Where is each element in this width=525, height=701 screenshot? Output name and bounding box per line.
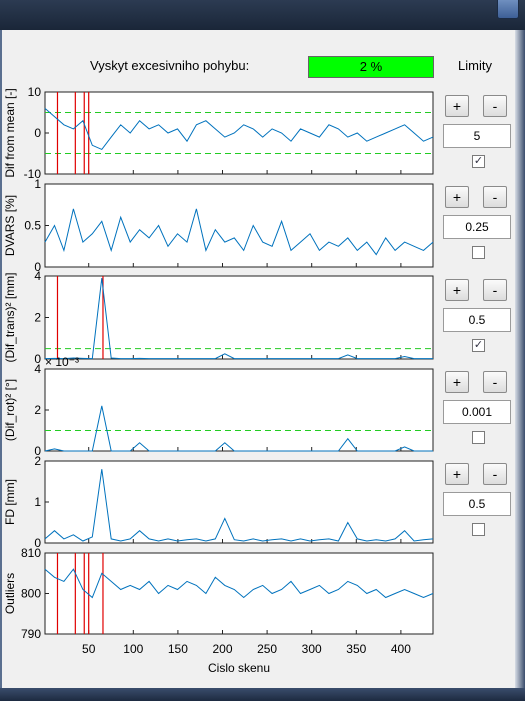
decrease-limit-button[interactable]: - xyxy=(483,186,507,208)
limit-value-field[interactable]: 0.001 xyxy=(443,400,511,424)
increase-limit-button[interactable]: + xyxy=(445,279,469,301)
y-tick-label: 0 xyxy=(34,260,41,274)
window-frame-right xyxy=(515,30,525,690)
window-titlebar xyxy=(0,0,525,30)
y-axis-label: Dif from mean [-] xyxy=(3,88,17,177)
y-tick-label: 2 xyxy=(34,403,41,417)
limit-value-field[interactable]: 0.25 xyxy=(443,215,511,239)
series-line xyxy=(44,108,434,151)
series-line xyxy=(44,568,434,599)
y-axis-label: (Dif_trans)² [mm] xyxy=(3,273,17,363)
plot-area xyxy=(44,91,434,175)
decrease-limit-button[interactable]: - xyxy=(483,463,507,485)
x-axis-label: Cislo skenu xyxy=(208,661,270,675)
y-tick-label: 4 xyxy=(34,362,41,376)
y-tick-label: 1 xyxy=(34,495,41,509)
x-tick-label: 100 xyxy=(123,642,143,656)
series-line xyxy=(44,208,434,256)
y-tick-label: 800 xyxy=(21,587,41,601)
y-tick-label: 810 xyxy=(21,546,41,560)
y-tick-label: 0.5 xyxy=(24,219,41,233)
limit-enable-checkbox[interactable]: ✓ xyxy=(472,155,485,168)
x-tick-label: 250 xyxy=(257,642,277,656)
limits-title: Limity xyxy=(458,58,492,73)
limit-value-field[interactable]: 0.5 xyxy=(443,308,511,332)
y-tick-label: -10 xyxy=(24,167,42,181)
series-line xyxy=(44,278,433,360)
limit-enable-checkbox[interactable] xyxy=(472,431,485,444)
x-tick-label: 50 xyxy=(82,642,96,656)
plot-area xyxy=(44,460,434,544)
x-tick-label: 400 xyxy=(391,642,411,656)
y-tick-label: 790 xyxy=(21,627,41,641)
y-tick-label: 10 xyxy=(28,85,42,99)
window-frame-left xyxy=(0,30,2,690)
increase-limit-button[interactable]: + xyxy=(445,95,469,117)
decrease-limit-button[interactable]: - xyxy=(483,95,507,117)
series-line xyxy=(44,405,433,452)
y-tick-label: 0 xyxy=(34,536,41,550)
y-scale-label: × 10⁻³ xyxy=(45,355,79,369)
excessive-motion-status: 2 % xyxy=(308,56,434,78)
y-tick-label: 1 xyxy=(34,177,41,191)
x-tick-label: 350 xyxy=(346,642,366,656)
y-tick-label: 2 xyxy=(34,454,41,468)
limit-value-field[interactable]: 0.5 xyxy=(443,492,511,516)
close-window-button[interactable] xyxy=(497,0,519,19)
limit-value-field[interactable]: 5 xyxy=(443,124,511,148)
x-tick-label: 150 xyxy=(168,642,188,656)
plot-area xyxy=(44,183,434,268)
plot-area xyxy=(44,368,434,452)
y-tick-label: 0 xyxy=(34,352,41,366)
y-tick-label: 2 xyxy=(34,311,41,325)
series-line xyxy=(44,469,434,542)
x-tick-label: 300 xyxy=(302,642,322,656)
decrease-limit-button[interactable]: - xyxy=(483,371,507,393)
limit-enable-checkbox[interactable]: ✓ xyxy=(472,339,485,352)
y-axis-label: DVARS [%] xyxy=(3,195,17,256)
limit-enable-checkbox[interactable] xyxy=(472,523,485,536)
y-tick-label: 4 xyxy=(34,269,41,283)
window-frame-bottom xyxy=(0,688,525,701)
limit-enable-checkbox[interactable] xyxy=(472,246,485,259)
y-axis-label: Outliers xyxy=(3,573,17,614)
decrease-limit-button[interactable]: - xyxy=(483,279,507,301)
y-tick-label: 0 xyxy=(34,444,41,458)
increase-limit-button[interactable]: + xyxy=(445,371,469,393)
excessive-motion-label: Vyskyt excesivniho pohybu: xyxy=(90,58,250,73)
y-axis-label: (Dif_rot)² [°] xyxy=(3,379,17,441)
increase-limit-button[interactable]: + xyxy=(445,186,469,208)
y-tick-label: 0 xyxy=(34,126,41,140)
increase-limit-button[interactable]: + xyxy=(445,463,469,485)
y-axis-label: FD [mm] xyxy=(3,479,17,525)
x-tick-label: 200 xyxy=(212,642,232,656)
